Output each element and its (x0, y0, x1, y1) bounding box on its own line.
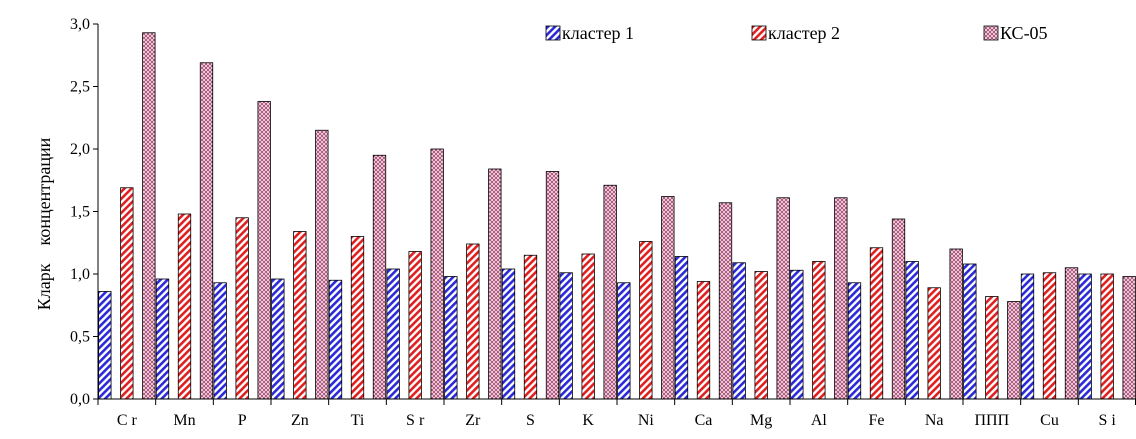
bar-series-2-2 (235, 217, 249, 400)
bar-series-3-2 (257, 101, 271, 400)
y-tick-label: 2,5 (70, 79, 90, 96)
y-tick-label: 1,5 (70, 204, 90, 221)
bar-series-3-4 (372, 154, 387, 400)
bar-series-1-11 (732, 262, 746, 400)
bar-series-1-0 (98, 291, 112, 400)
bar-series-2-11 (754, 271, 768, 400)
y-axis-title: Кларк концентрации (34, 137, 54, 310)
y-tick-label: 2,0 (70, 141, 90, 158)
y-tick-label: 3,0 (70, 16, 90, 33)
bar-series-3-11 (776, 197, 790, 400)
bar-series-3-12 (834, 197, 848, 400)
x-tick-label: Mn (173, 412, 195, 429)
bar-series-1-14 (905, 261, 919, 400)
bar-series-3-0 (142, 32, 156, 400)
legend-label-3: КС-05 (1000, 23, 1048, 43)
bar-series-2-15 (985, 296, 999, 400)
bar-series-2-12 (812, 261, 826, 400)
bar-series-3-17 (1122, 276, 1136, 400)
bar-series-2-10 (696, 281, 711, 400)
x-tick-label: Cu (1040, 412, 1059, 429)
bar-series-3-10 (718, 202, 733, 400)
bar-series-2-17 (1100, 273, 1114, 400)
x-axis-ticks: C r Mn P Zn Ti S r Zr S K Ni Ca Mg Al Fe Na ППП Cu S i (97, 399, 1136, 429)
bar-series-1-1 (155, 278, 170, 400)
bar-series-2-4 (350, 236, 365, 400)
bar-series-1-3 (271, 278, 285, 400)
bar-series-2-6 (466, 243, 480, 400)
x-tick-label: Ti (351, 412, 365, 429)
x-tick-label: ППП (974, 412, 1009, 429)
bar-series-1-2 (213, 282, 227, 400)
x-tick-label: Fe (869, 412, 885, 429)
bar-series-2-14 (927, 287, 941, 400)
x-tick-label: K (582, 412, 594, 429)
bar-series-3-16 (1064, 267, 1079, 400)
bar-series-1-15 (963, 263, 977, 400)
bar-series-3-9 (661, 196, 675, 400)
bar-series-2-3 (293, 231, 307, 400)
bar-series-1-5 (386, 268, 400, 400)
bar-series-3-15 (1007, 301, 1021, 400)
bar-series-3-14 (949, 248, 963, 400)
bar-series-1-4 (328, 279, 343, 400)
bar-series-1-10 (674, 256, 689, 400)
x-tick-label: Ca (695, 412, 713, 429)
y-tick-label: 1,0 (70, 266, 90, 283)
bar-series-2-13 (869, 247, 884, 400)
x-tick-label: P (238, 412, 247, 429)
legend-label-1: кластер 1 (562, 23, 634, 43)
bar-series-2-16 (1042, 272, 1057, 400)
bars-group (98, 32, 1136, 400)
x-tick-label: Zr (465, 412, 481, 429)
bar-series-3-6 (488, 168, 502, 400)
x-tick-label: Al (811, 412, 828, 429)
bar-series-1-6 (444, 276, 458, 400)
bar-series-2-1 (177, 213, 192, 400)
bar-series-2-5 (408, 251, 422, 400)
x-tick-label: Na (925, 412, 944, 429)
x-tick-label: S i (1098, 412, 1116, 429)
bar-series-2-9 (639, 241, 653, 400)
bar-series-3-7 (545, 171, 560, 400)
x-tick-label: S r (406, 412, 425, 429)
bar-series-3-1 (199, 62, 214, 400)
bar-series-2-8 (581, 253, 595, 400)
bar-series-1-7 (501, 268, 516, 400)
y-axis-ticks: 0,0 0,5 1,0 1,5 2,0 2,5 3,0 (70, 16, 98, 408)
x-tick-label: Zn (291, 412, 309, 429)
bar-series-3-3 (315, 129, 329, 400)
bar-series-2-0 (120, 187, 134, 400)
x-tick-label: S (526, 412, 535, 429)
bar-series-1-8 (559, 272, 573, 400)
bar-series-1-9 (617, 282, 631, 400)
x-tick-label: Ni (638, 412, 655, 429)
bar-series-1-16 (1020, 273, 1035, 400)
bar-series-3-5 (430, 148, 444, 400)
legend-swatch-1 (545, 25, 561, 41)
bar-series-3-8 (603, 184, 617, 400)
legend: кластер 1 кластер 2 КС-05 (545, 23, 1048, 43)
bar-series-1-17 (1078, 273, 1092, 400)
y-tick-label: 0,0 (70, 391, 90, 408)
y-tick-label: 0,5 (70, 329, 90, 346)
x-tick-label: Mg (750, 412, 772, 429)
bar-series-1-13 (847, 282, 862, 400)
legend-swatch-3 (983, 25, 999, 41)
legend-swatch-2 (751, 25, 767, 41)
bar-series-2-7 (523, 254, 538, 400)
x-tick-label: C r (117, 412, 138, 429)
bar-series-1-12 (790, 269, 804, 400)
legend-label-2: кластер 2 (768, 23, 840, 43)
bar-series-3-13 (891, 218, 906, 400)
